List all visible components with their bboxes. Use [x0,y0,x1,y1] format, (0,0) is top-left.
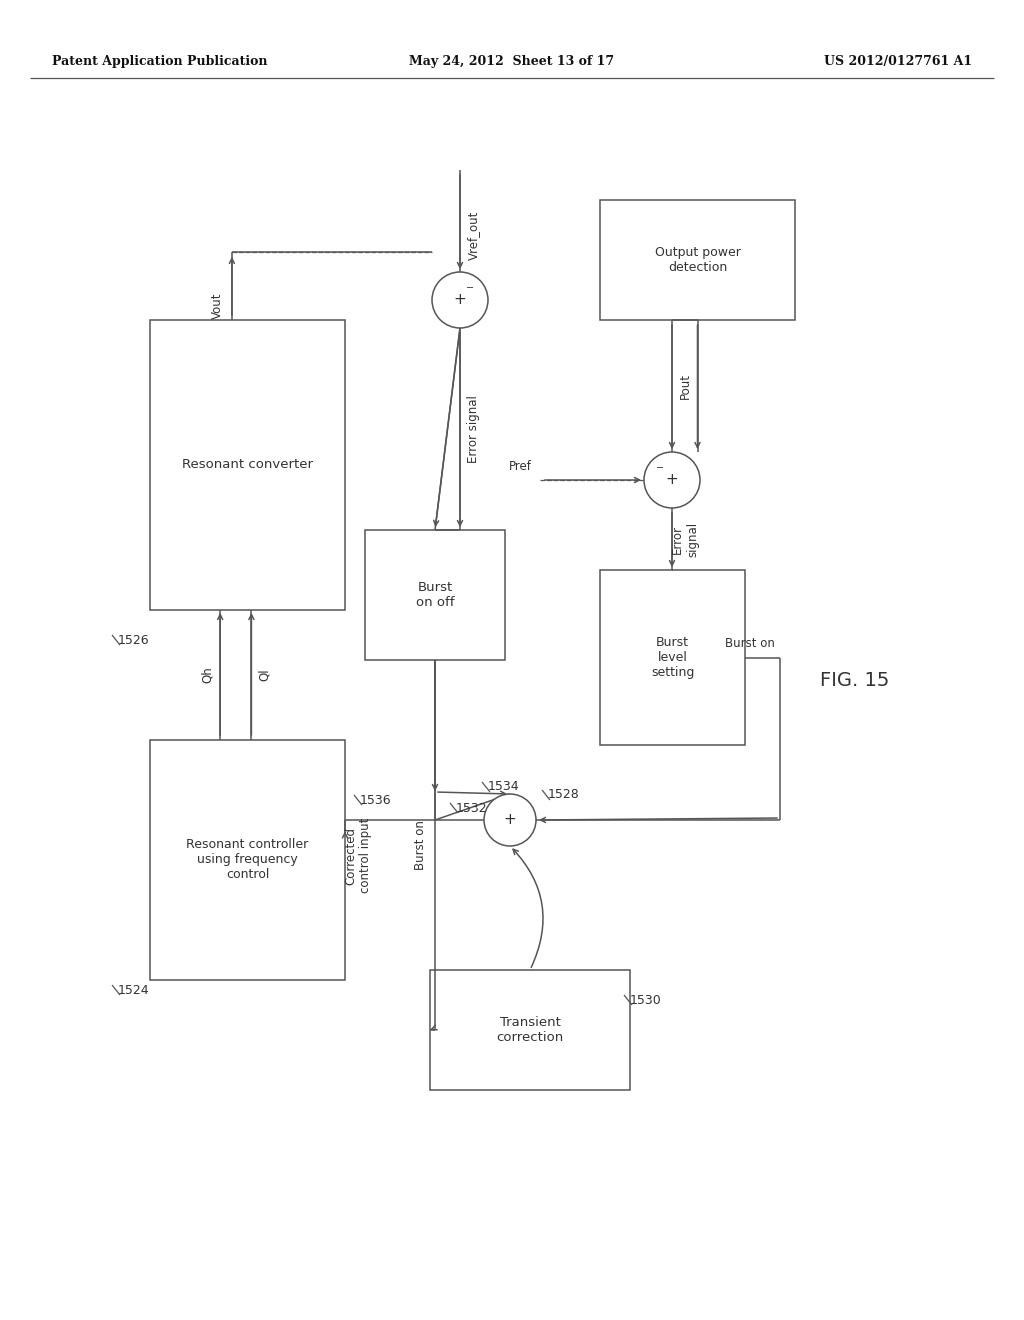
Circle shape [484,795,536,846]
Text: Burst on: Burst on [725,638,775,649]
Text: Resonant controller
using frequency
control: Resonant controller using frequency cont… [186,838,308,882]
Text: −: − [466,282,474,293]
Bar [150,741,345,979]
Bar [150,319,345,610]
Text: US 2012/0127761 A1: US 2012/0127761 A1 [824,55,972,69]
Text: 1526: 1526 [118,634,150,647]
Text: 1534: 1534 [488,780,519,793]
Bar [365,531,505,660]
Text: +: + [504,813,516,828]
Text: +: + [454,293,466,308]
Text: Pref: Pref [509,459,532,473]
Text: Burst
level
setting: Burst level setting [651,636,694,678]
Text: 1528: 1528 [548,788,580,801]
Text: Patent Application Publication: Patent Application Publication [52,55,267,69]
Text: 1530: 1530 [630,994,662,1006]
Text: 1532: 1532 [456,801,487,814]
Text: May 24, 2012  Sheet 13 of 17: May 24, 2012 Sheet 13 of 17 [410,55,614,69]
Text: 1524: 1524 [118,983,150,997]
Text: −: − [656,463,664,473]
Text: Output power
detection: Output power detection [654,246,740,275]
Text: Transient
correction: Transient correction [497,1016,563,1044]
Circle shape [432,272,488,327]
Text: FIG. 15: FIG. 15 [820,671,890,689]
Text: 1536: 1536 [360,793,391,807]
Text: Ql: Ql [258,669,271,681]
Bar [600,570,745,744]
Text: Error signal: Error signal [467,395,479,463]
Text: Burst on: Burst on [415,820,427,870]
Text: Corrected
control input: Corrected control input [344,818,372,894]
Circle shape [644,451,700,508]
Bar [430,970,630,1090]
Text: Error
signal: Error signal [671,521,699,557]
Text: Pout: Pout [679,374,691,399]
Text: Vout: Vout [211,293,224,319]
Text: +: + [666,473,678,487]
Bar [600,201,795,319]
Text: Vref_out: Vref_out [467,210,479,260]
Text: Qh: Qh [201,667,214,684]
Text: Burst
on off: Burst on off [416,581,455,609]
Text: Resonant converter: Resonant converter [182,458,313,471]
